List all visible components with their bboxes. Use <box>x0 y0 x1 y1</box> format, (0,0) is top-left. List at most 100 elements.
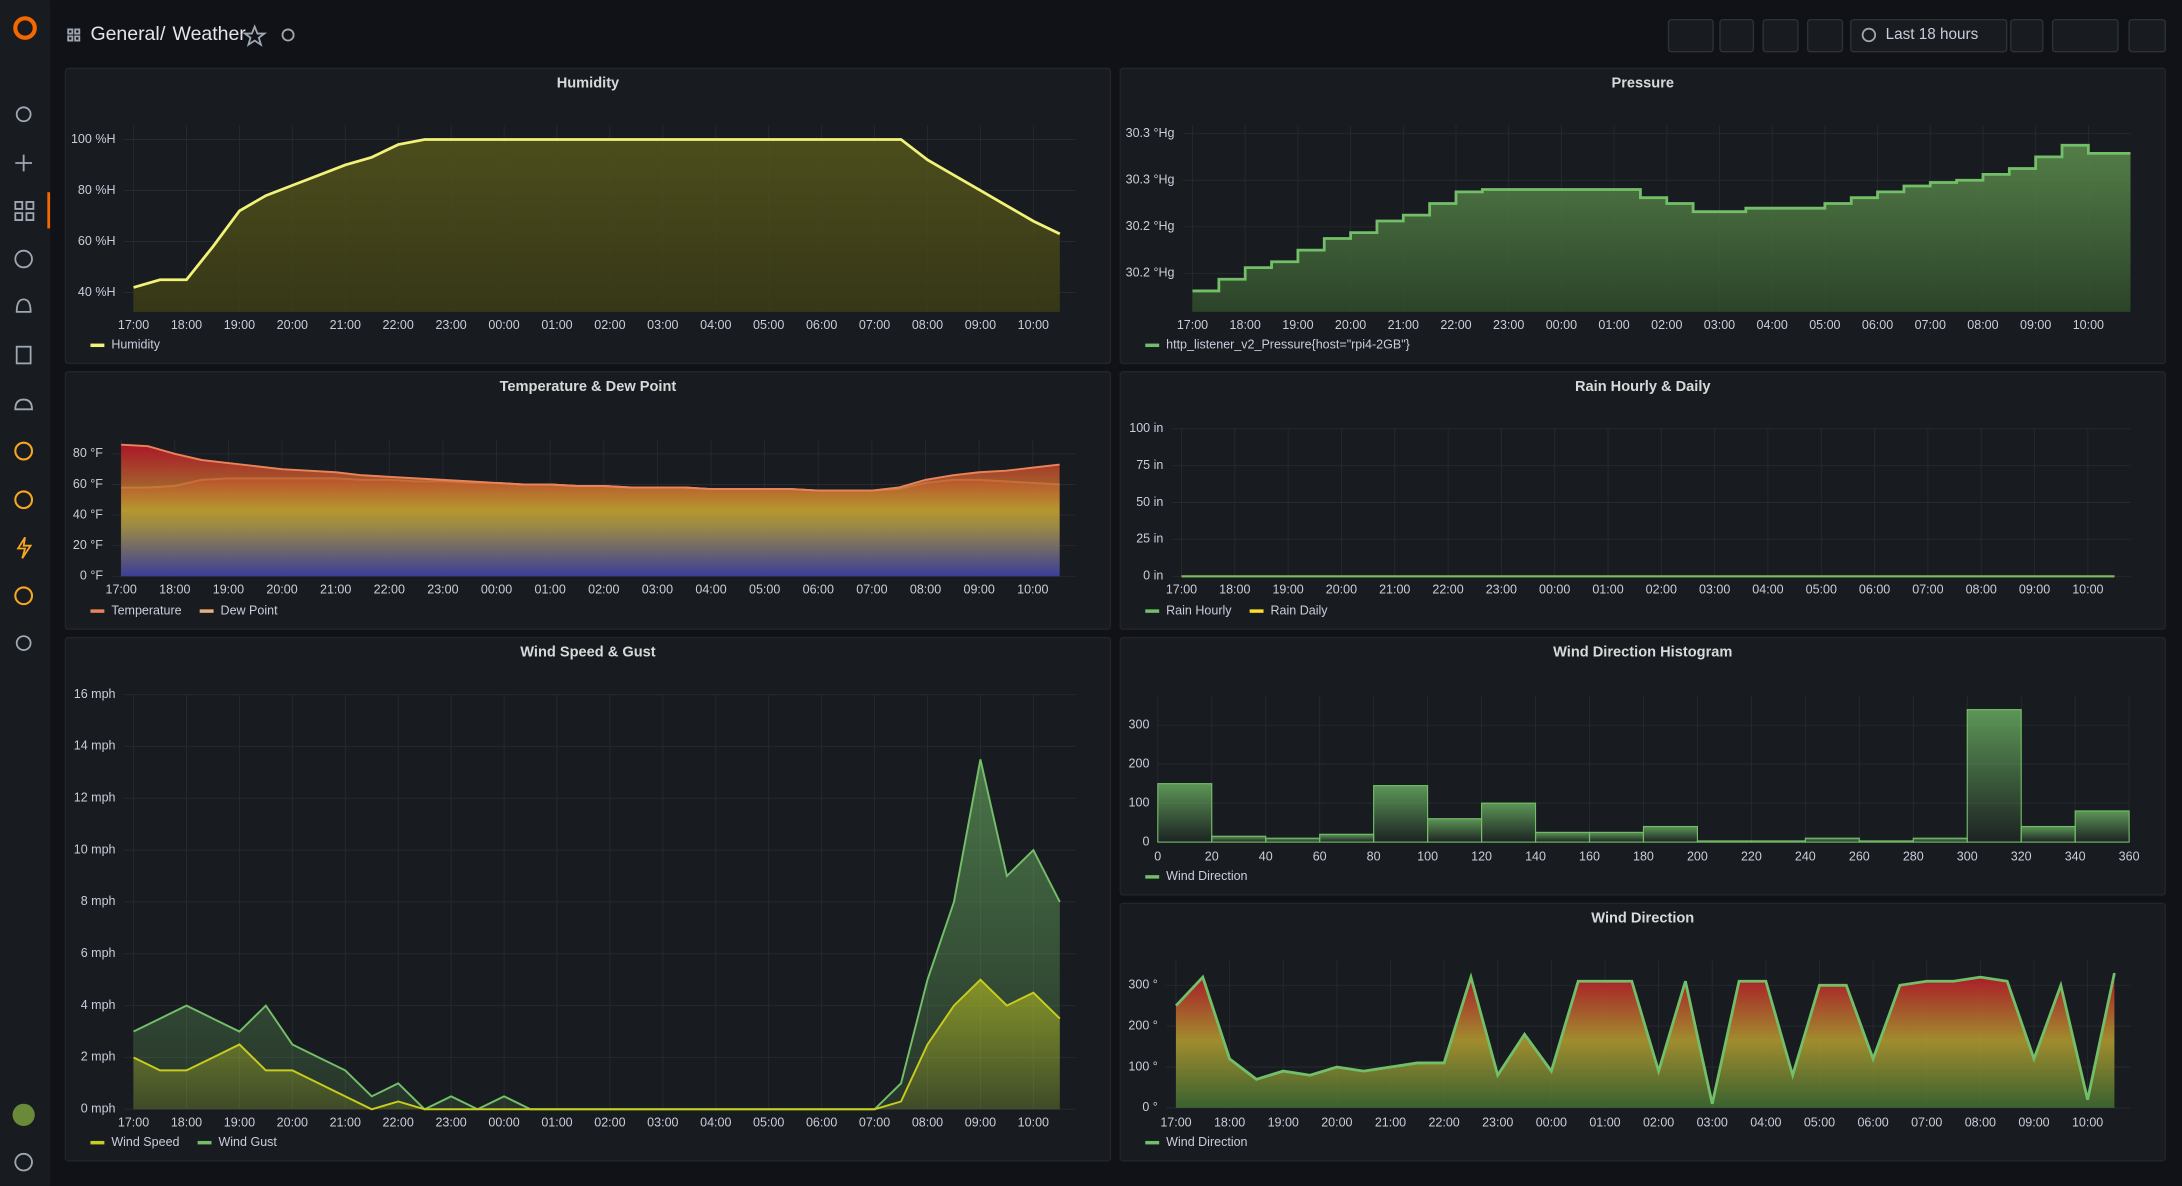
histogram-bar <box>2074 810 2130 843</box>
dashboard-title[interactable]: Weather <box>173 23 247 45</box>
x-tick-label: 06:00 <box>1857 1116 1888 1130</box>
zoom-out-button[interactable] <box>2010 18 2044 53</box>
clock-icon <box>1861 27 1877 43</box>
x-tick-label: 19:00 <box>1272 583 1303 597</box>
legend-label[interactable]: Temperature <box>111 603 181 617</box>
x-tick-label: 08:00 <box>910 583 941 597</box>
legend-label[interactable]: Wind Speed <box>111 1135 179 1149</box>
x-tick-label: 23:00 <box>435 1116 466 1130</box>
sidebar-bg <box>0 0 51 1186</box>
x-tick-label: 02:00 <box>588 583 619 597</box>
x-tick-label: 10:00 <box>1018 1116 1049 1130</box>
y-tick-label: 0 <box>1142 834 1149 848</box>
active-indicator <box>47 192 51 229</box>
x-tick-label: 20:00 <box>277 318 308 332</box>
y-tick-label: 0 mph <box>81 1102 116 1116</box>
y-tick-label: 4 mph <box>81 998 116 1012</box>
x-tick-label: 20:00 <box>277 1116 308 1130</box>
histogram-bar <box>1534 831 1591 843</box>
breadcrumb-folder[interactable]: General <box>90 23 159 45</box>
panel: Wind Speed & Gust 0 mph 2 mph 4 mph 6 mph 8 m… <box>64 636 1112 1162</box>
share-button[interactable] <box>281 28 295 42</box>
y-tick-label: 0 ° <box>1142 1100 1157 1114</box>
legend-label[interactable]: Wind Direction <box>1166 1135 1247 1149</box>
x-tick-label: 0 <box>1154 850 1161 864</box>
legend-label[interactable]: Wind Gust <box>218 1135 277 1149</box>
x-tick-label: 240 <box>1795 850 1816 864</box>
x-tick-label: 09:00 <box>2019 583 2050 597</box>
histogram-bar <box>1750 840 1806 843</box>
star-button[interactable] <box>242 24 268 47</box>
x-tick-label: 20 <box>1205 850 1219 864</box>
x-tick-label: 320 <box>2011 850 2032 864</box>
refresh-button[interactable] <box>2051 18 2119 53</box>
legend-label[interactable]: http_listener_v2_Pressure{host="rpi4-2GB… <box>1166 338 1410 352</box>
panel: Humidity 40 %H 60 %H 80 %H 100 %H 17:00 18:00 1… <box>64 67 1112 365</box>
x-tick-label: 05:00 <box>1806 583 1837 597</box>
x-tick-label: 05:00 <box>749 583 780 597</box>
x-tick-label: 220 <box>1741 850 1762 864</box>
settings-icon[interactable] <box>15 635 32 651</box>
x-tick-label: 20:00 <box>1321 1116 1352 1130</box>
x-tick-label: 04:00 <box>1757 318 1788 332</box>
x-tick-label: 03:00 <box>647 1116 678 1130</box>
x-tick-label: 19:00 <box>1268 1116 1299 1130</box>
create-icon[interactable] <box>15 154 33 172</box>
reports-icon[interactable] <box>15 345 32 365</box>
area-fill <box>133 979 1060 1110</box>
dashboards-icon[interactable] <box>14 201 35 221</box>
y-tick-label: 50 in <box>1136 495 1163 509</box>
x-tick-label: 22:00 <box>1432 583 1463 597</box>
area-fill <box>121 444 1060 577</box>
y-tick-label: 20 °F <box>73 538 103 552</box>
x-tick-label: 06:00 <box>806 1116 837 1130</box>
x-tick-label: 260 <box>1849 850 1870 864</box>
y-tick-label: 200 ° <box>1128 1018 1157 1032</box>
x-tick-label: 06:00 <box>803 583 834 597</box>
x-tick-label: 10:00 <box>2072 583 2103 597</box>
x-tick-label: 08:00 <box>912 1116 943 1130</box>
x-tick-label: 19:00 <box>224 1116 255 1130</box>
info-button[interactable] <box>1762 18 1799 53</box>
x-tick-label: 02:00 <box>594 1116 625 1130</box>
panel-title: Humidity <box>557 76 620 92</box>
view-mode-button[interactable] <box>2128 18 2166 53</box>
x-tick-label: 01:00 <box>541 318 572 332</box>
grafana-logo[interactable] <box>13 16 37 40</box>
time-picker[interactable] <box>1850 18 2008 53</box>
plugin-icon[interactable] <box>14 586 34 606</box>
x-tick-label: 160 <box>1579 850 1600 864</box>
time-range: Last 18 hours <box>1886 26 1979 43</box>
legend-label[interactable]: Rain Daily <box>1271 603 1329 617</box>
histogram-bar <box>1966 709 2022 843</box>
y-tick-label: 0 °F <box>80 569 103 583</box>
plugin-icon[interactable] <box>14 490 34 510</box>
x-tick-label: 05:00 <box>1809 318 1840 332</box>
search-icon[interactable] <box>15 106 32 123</box>
y-tick-label: 6 mph <box>81 946 116 960</box>
user-avatar[interactable] <box>12 1103 35 1126</box>
histogram-bar <box>1696 840 1752 843</box>
plugin-icon[interactable] <box>14 441 34 461</box>
save-button[interactable] <box>1719 18 1755 53</box>
legend-label[interactable]: Dew Point <box>221 603 279 617</box>
x-tick-label: 22:00 <box>383 318 414 332</box>
sidebar <box>0 0 51 1186</box>
series-line <box>133 138 1061 289</box>
help-icon[interactable] <box>14 1152 33 1172</box>
explore-icon[interactable] <box>14 249 33 269</box>
x-tick-label: 18:00 <box>1219 583 1250 597</box>
x-tick-label: 08:00 <box>1965 1116 1996 1130</box>
x-tick-label: 03:00 <box>1697 1116 1728 1130</box>
legend-label[interactable]: Wind Direction <box>1166 869 1247 883</box>
cloud-icon[interactable] <box>14 398 33 411</box>
settings-button[interactable] <box>1806 18 1844 53</box>
x-tick-label: 00:00 <box>488 1116 519 1130</box>
legend-label[interactable]: Humidity <box>111 338 160 352</box>
y-tick-label: 2 mph <box>81 1050 116 1064</box>
x-tick-label: 19:00 <box>1282 318 1313 332</box>
legend-label[interactable]: Rain Hourly <box>1166 603 1232 617</box>
alerting-icon[interactable] <box>15 298 32 313</box>
add-panel-button[interactable] <box>1667 18 1714 53</box>
plugin-icon[interactable] <box>16 536 33 559</box>
